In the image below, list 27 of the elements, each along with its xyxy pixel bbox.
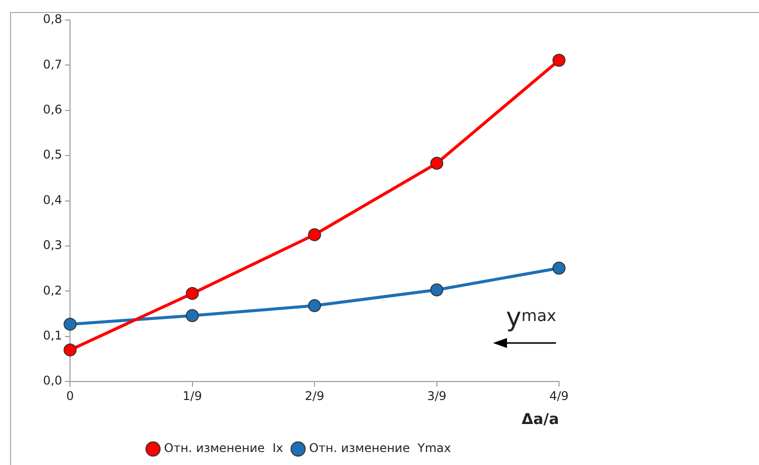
x-tick-label: 3/9 bbox=[427, 388, 446, 403]
x-tick-label: 2/9 bbox=[304, 388, 324, 403]
point bbox=[64, 318, 77, 331]
point bbox=[308, 299, 322, 312]
legend-label: Отн. изменение Ymax bbox=[309, 441, 451, 456]
y-tick-label: 0,4 bbox=[42, 192, 62, 207]
x-tick-label: 0 bbox=[66, 388, 74, 403]
point bbox=[186, 286, 199, 300]
y-tick-label: 0,7 bbox=[42, 57, 62, 72]
y-tick-label: 0,8 bbox=[42, 12, 62, 26]
x-tick-label: 4/9 bbox=[549, 388, 569, 403]
point bbox=[430, 156, 444, 170]
point bbox=[552, 54, 566, 67]
x-tick-label: 1/9 bbox=[182, 388, 202, 403]
y-tick-label: 0,2 bbox=[42, 283, 62, 298]
point bbox=[64, 343, 77, 356]
y-tick-label: 0,3 bbox=[42, 238, 62, 252]
x-axis-title: Δa/a bbox=[522, 410, 559, 428]
y-tick-label: 0,1 bbox=[42, 328, 62, 343]
y-tick-label: 0,6 bbox=[42, 102, 62, 117]
legend-label: Отн. изменение Ix bbox=[164, 441, 284, 456]
y-tick-label: 0,5 bbox=[42, 148, 62, 162]
point bbox=[552, 262, 566, 275]
y-tick-label: 0,0 bbox=[42, 374, 62, 388]
point bbox=[186, 309, 199, 322]
point bbox=[308, 228, 322, 242]
point bbox=[430, 283, 444, 296]
